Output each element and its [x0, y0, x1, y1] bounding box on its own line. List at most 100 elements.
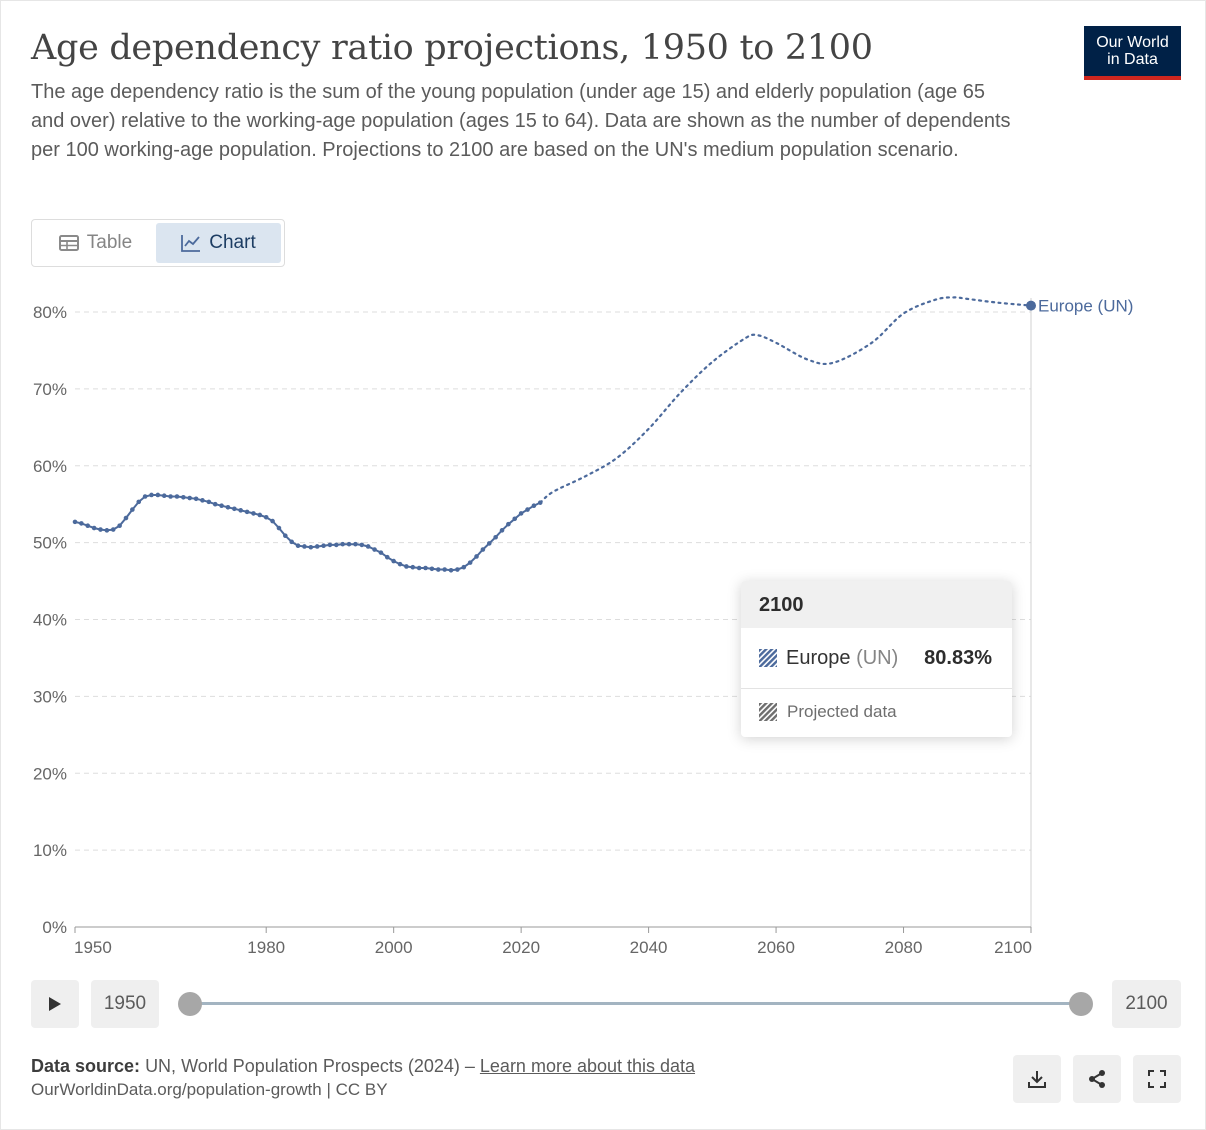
download-button[interactable] [1013, 1055, 1061, 1103]
timeline-end-year[interactable]: 2100 [1112, 980, 1181, 1028]
data-point [410, 564, 416, 570]
x-tick-label: 2040 [630, 938, 668, 957]
data-point [321, 543, 326, 548]
logo-line-1: Our World [1096, 34, 1169, 51]
y-tick-label: 30% [33, 687, 67, 706]
data-point [474, 554, 479, 559]
data-point [397, 561, 403, 567]
data-point [206, 499, 212, 505]
x-tick-label: 2000 [375, 938, 413, 957]
timeline-end-handle[interactable] [1069, 992, 1093, 1016]
data-point [416, 565, 422, 571]
hatched-gray-swatch-icon [759, 703, 777, 721]
learn-more-link[interactable]: Learn more about this data [479, 1056, 696, 1076]
data-point [359, 542, 365, 548]
data-point [232, 506, 237, 512]
x-tick-label: 2020 [502, 938, 540, 957]
x-tick-label: 1980 [247, 938, 285, 957]
timeline-start-handle[interactable] [178, 992, 202, 1016]
series-end-label-text: Europe (UN) [1038, 297, 1133, 316]
tab-chart[interactable]: Chart [156, 223, 281, 263]
highlight-point [1026, 300, 1036, 311]
y-tick-label: 80% [33, 303, 67, 322]
y-tick-label: 50% [33, 534, 67, 553]
data-point [334, 542, 339, 548]
play-button[interactable] [31, 980, 79, 1028]
data-point [212, 501, 218, 507]
data-point [448, 568, 454, 573]
y-tick-label: 0% [42, 918, 67, 937]
data-point [378, 550, 384, 555]
tooltip-row: Europe (UN) 80.83% [741, 628, 1012, 689]
projected-line [539, 296, 1033, 504]
data-point [168, 494, 173, 499]
data-point [493, 534, 498, 540]
owid-logo[interactable]: Our World in Data [1084, 26, 1181, 80]
data-point [435, 567, 441, 572]
data-point [117, 523, 122, 529]
data-point [149, 492, 154, 498]
tab-chart-label: Chart [209, 232, 256, 253]
data-point [244, 509, 250, 515]
data-point [423, 565, 428, 571]
chart-title: Age dependency ratio projections, 1950 t… [31, 28, 873, 68]
tooltip-entity-suffix: (UN) [856, 646, 899, 669]
share-button[interactable] [1073, 1055, 1121, 1103]
data-point [365, 544, 371, 549]
data-point [531, 503, 537, 509]
data-point [123, 515, 129, 521]
play-icon [49, 997, 61, 1011]
data-point [525, 507, 530, 512]
data-point [79, 521, 84, 526]
data-point [314, 544, 320, 549]
data-point [372, 547, 377, 552]
x-tick-label: 1950 [74, 938, 112, 957]
data-point [429, 566, 435, 572]
tab-table[interactable]: Table [35, 223, 156, 263]
data-point [276, 525, 282, 531]
data-source: Data source: UN, World Population Prospe… [31, 1053, 695, 1079]
timeline-track[interactable] [190, 1002, 1083, 1005]
data-point [238, 508, 244, 513]
source-url[interactable]: OurWorldinData.org/population-growth | C… [31, 1080, 388, 1099]
data-point [161, 493, 167, 499]
data-point [442, 567, 447, 572]
series-europe [72, 296, 1033, 573]
data-point [518, 511, 524, 516]
x-axis: 1950 1980 2000 2020 2040 2060 2080 2100 [74, 926, 1032, 957]
data-point [263, 514, 269, 520]
line-chart: 0% 10% 20% 30% 40% 50% 60% 70% 80% 1950 1980 2000 2… [33, 296, 1133, 957]
data-point [200, 498, 205, 503]
timeline-start-year[interactable]: 1950 [91, 980, 159, 1028]
tooltip-footer-label: Projected data [787, 702, 897, 721]
tab-table-label: Table [86, 232, 133, 253]
y-tick-label: 40% [33, 611, 67, 630]
logo-line-2: in Data [1107, 51, 1158, 68]
view-tabs: Table Chart [31, 219, 285, 267]
chart-subtitle: The age dependency ratio is the sum of t… [31, 81, 1011, 161]
data-point [181, 494, 186, 500]
historical-line [74, 494, 541, 572]
y-tick-label: 60% [33, 457, 67, 476]
data-point [295, 543, 301, 548]
tooltip-year: 2100 [741, 581, 1012, 628]
data-point [467, 560, 473, 565]
x-tick-label: 2060 [757, 938, 795, 957]
data-point [384, 554, 390, 560]
fullscreen-button[interactable] [1133, 1055, 1181, 1103]
data-point [72, 519, 78, 525]
data-point [110, 527, 116, 532]
tooltip-footer: Projected data [741, 689, 1012, 735]
data-point [308, 544, 314, 550]
data-point [219, 503, 224, 509]
x-tick-label: 2100 [994, 938, 1032, 957]
data-point [327, 542, 333, 548]
data-point [270, 518, 275, 524]
data-point [461, 564, 467, 570]
hatched-swatch-icon [759, 649, 777, 667]
data-point [353, 541, 358, 547]
fullscreen-icon [1148, 1070, 1166, 1088]
data-point [302, 544, 307, 549]
data-point [155, 492, 161, 498]
data-point [85, 523, 91, 529]
